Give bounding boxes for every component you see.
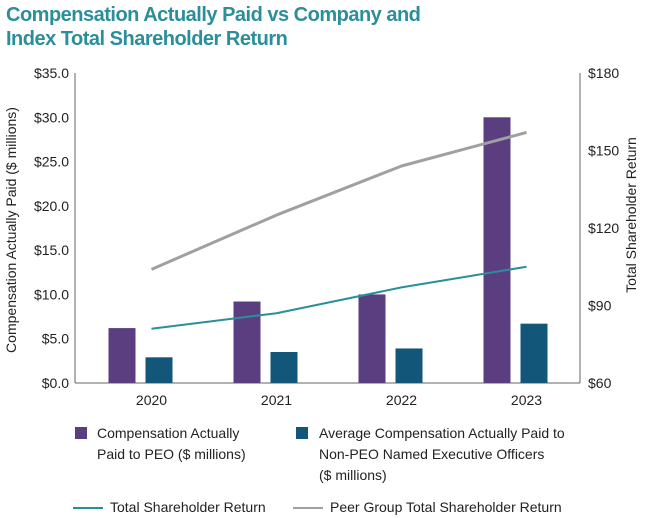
legend-label-peo-line2: Paid to PEO ($ millions) xyxy=(97,446,246,462)
y-axis-left-label: Compensation Actually Paid ($ millions) xyxy=(3,107,19,353)
y-left-tick-label: $25.0 xyxy=(34,154,69,170)
legend-line-tsr xyxy=(73,507,103,509)
y-right-tick-label: $150 xyxy=(588,143,619,159)
legend-item-peo: Compensation Actually Paid to PEO ($ mil… xyxy=(97,423,297,465)
legend-item-neo: Average Compensation Actually Paid to No… xyxy=(319,423,619,486)
y-right-tick-label: $90 xyxy=(588,298,612,314)
chart-title-line1: Compensation Actually Paid vs Company an… xyxy=(6,4,421,26)
y-left-tick-label: $30.0 xyxy=(34,109,69,125)
y-left-tick-label: $10.0 xyxy=(34,286,69,302)
y-right-tick-label: $180 xyxy=(588,65,619,81)
y-left-tick-label: $35.0 xyxy=(34,65,69,81)
bars xyxy=(108,117,548,384)
legend-swatch-peo xyxy=(75,427,87,439)
legend-label-neo-line1: Average Compensation Actually Paid to xyxy=(319,425,565,441)
bar-peo xyxy=(108,328,136,383)
y-left-tick-label: $5.0 xyxy=(42,331,69,347)
legend-line-peer xyxy=(293,507,323,509)
x-tick-label: 2021 xyxy=(261,392,292,408)
tick-labels: $0.0 $5.0 $10.0 $15.0 $20.0 $25.0 $30.0 $35.0 $6… xyxy=(34,65,619,408)
legend-label-peo-line1: Compensation Actually xyxy=(97,425,240,441)
y-left-tick-label: $0.0 xyxy=(42,375,69,391)
y-axis-right-label: Total Shareholder Return xyxy=(623,137,639,293)
x-tick-label: 2020 xyxy=(136,392,167,408)
bar-peo xyxy=(233,301,261,383)
legend-label-neo-line2: Non-PEO Named Executive Officers xyxy=(319,446,545,462)
bar-neo xyxy=(395,348,423,383)
legend-label-peer: Peer Group Total Shareholder Return xyxy=(330,499,562,515)
bar-neo xyxy=(270,352,298,383)
x-tick-label: 2022 xyxy=(386,392,417,408)
bar-neo xyxy=(520,323,548,383)
line-peer xyxy=(150,130,527,271)
chart-title-line2: Index Total Shareholder Return xyxy=(6,28,288,50)
chart-title: Compensation Actually Paid vs Company an… xyxy=(6,3,626,51)
bar-peo xyxy=(483,117,511,384)
line-tsr xyxy=(151,265,527,330)
y-right-tick-label: $60 xyxy=(588,375,612,391)
x-tick-label: 2023 xyxy=(511,392,542,408)
legend-label-tsr: Total Shareholder Return xyxy=(110,499,266,515)
bar-neo xyxy=(145,357,173,383)
legend-label-neo-line3: ($ millions) xyxy=(319,467,387,483)
legend-swatch-neo xyxy=(296,427,308,439)
y-left-tick-label: $15.0 xyxy=(34,242,69,258)
series-lines xyxy=(150,130,527,330)
bar-peo xyxy=(358,294,386,383)
y-right-tick-label: $120 xyxy=(588,220,619,236)
y-left-tick-label: $20.0 xyxy=(34,198,69,214)
